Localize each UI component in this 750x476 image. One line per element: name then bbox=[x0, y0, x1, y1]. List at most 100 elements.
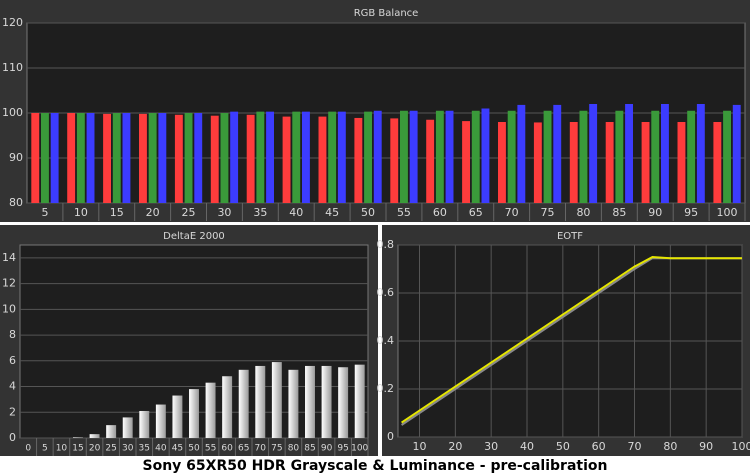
x-tick-label: 0 bbox=[25, 444, 31, 454]
bar bbox=[435, 110, 444, 203]
bar bbox=[305, 365, 315, 438]
x-tick-label: 80 bbox=[576, 206, 590, 219]
y-tick-label: 10 bbox=[2, 302, 16, 315]
bar bbox=[409, 110, 418, 203]
x-tick-label: 45 bbox=[325, 206, 339, 219]
bar bbox=[625, 104, 633, 203]
x-tick-label: 100 bbox=[351, 444, 368, 454]
bar bbox=[73, 437, 83, 438]
x-tick-label: 50 bbox=[361, 206, 375, 219]
bar bbox=[696, 104, 705, 203]
bar bbox=[426, 119, 435, 203]
bar bbox=[184, 113, 193, 203]
x-tick-label: 95 bbox=[337, 444, 348, 454]
x-tick-label: 40 bbox=[520, 440, 534, 453]
x-tick-label: 75 bbox=[541, 206, 555, 219]
x-tick-label: 65 bbox=[238, 444, 249, 454]
bar bbox=[445, 110, 454, 203]
bar bbox=[364, 111, 372, 203]
x-tick-label: 5 bbox=[41, 206, 48, 219]
bar bbox=[255, 365, 266, 438]
bar bbox=[553, 104, 562, 203]
caption: Sony 65XR50 HDR Grayscale & Luminance - … bbox=[143, 458, 608, 474]
bar bbox=[112, 113, 121, 203]
bar bbox=[155, 404, 166, 438]
x-tick-label: 60 bbox=[221, 444, 233, 454]
chart-title: RGB Balance bbox=[354, 8, 419, 19]
bar bbox=[533, 122, 542, 203]
bar bbox=[86, 113, 95, 203]
x-tick-label: 70 bbox=[505, 206, 519, 219]
y-tick-label: 0.8 bbox=[377, 238, 395, 251]
y-tick-label: 0 bbox=[387, 430, 394, 443]
bar bbox=[677, 122, 686, 203]
bar bbox=[543, 110, 552, 203]
y-tick-label: 120 bbox=[2, 16, 23, 29]
bar bbox=[660, 104, 669, 203]
x-tick-label: 5 bbox=[42, 444, 48, 454]
x-tick-label: 60 bbox=[592, 440, 606, 453]
bar bbox=[390, 118, 399, 203]
bar bbox=[288, 369, 299, 438]
bar bbox=[723, 110, 731, 203]
x-tick-label: 80 bbox=[663, 440, 677, 453]
x-tick-label: 25 bbox=[182, 206, 196, 219]
bar bbox=[354, 364, 365, 438]
bar bbox=[321, 365, 332, 438]
bar bbox=[266, 111, 274, 203]
bar bbox=[338, 367, 349, 438]
bar bbox=[222, 376, 233, 438]
bar bbox=[139, 410, 150, 438]
bar bbox=[687, 110, 696, 203]
bar bbox=[256, 111, 265, 203]
bar bbox=[282, 116, 291, 203]
y-tick-label: 0 bbox=[9, 431, 16, 444]
x-tick-label: 85 bbox=[304, 444, 315, 454]
x-tick-label: 35 bbox=[253, 206, 267, 219]
bar bbox=[713, 122, 722, 203]
y-tick-label: 4 bbox=[9, 380, 16, 393]
x-tick-label: 55 bbox=[397, 206, 411, 219]
bar bbox=[106, 425, 117, 438]
bar bbox=[481, 108, 490, 203]
x-tick-label: 100 bbox=[732, 440, 750, 453]
bar bbox=[651, 110, 660, 203]
bar bbox=[103, 113, 112, 203]
bar bbox=[507, 110, 516, 203]
x-tick-label: 20 bbox=[89, 444, 101, 454]
bar bbox=[41, 113, 49, 203]
y-tick-label: 0.6 bbox=[377, 286, 395, 299]
bar bbox=[50, 113, 59, 203]
bar bbox=[220, 113, 229, 203]
bar bbox=[89, 434, 100, 438]
x-tick-label: 60 bbox=[433, 206, 447, 219]
x-tick-label: 15 bbox=[72, 444, 83, 454]
bar bbox=[641, 122, 650, 203]
bar bbox=[31, 113, 40, 203]
line bbox=[401, 255, 742, 424]
y-tick-label: 14 bbox=[2, 251, 16, 264]
chart-title: EOTF bbox=[557, 231, 583, 242]
chart-title: DeltaE 2000 bbox=[163, 231, 225, 242]
x-tick-label: 25 bbox=[105, 444, 116, 454]
y-tick-label: 2 bbox=[9, 405, 16, 418]
bar bbox=[194, 113, 203, 203]
bar bbox=[498, 122, 506, 203]
bar bbox=[732, 104, 741, 203]
bar bbox=[400, 110, 408, 203]
y-tick-label: 80 bbox=[9, 196, 23, 209]
bar bbox=[246, 114, 255, 203]
x-tick-label: 80 bbox=[288, 444, 300, 454]
x-tick-label: 30 bbox=[484, 440, 498, 453]
x-tick-label: 85 bbox=[612, 206, 626, 219]
bar bbox=[172, 395, 183, 438]
x-tick-label: 90 bbox=[648, 206, 662, 219]
y-tick-label: 90 bbox=[9, 151, 23, 164]
x-tick-label: 15 bbox=[110, 206, 124, 219]
x-tick-label: 65 bbox=[469, 206, 483, 219]
y-tick-label: 12 bbox=[2, 277, 16, 290]
x-tick-label: 55 bbox=[205, 444, 216, 454]
bar bbox=[205, 382, 216, 438]
